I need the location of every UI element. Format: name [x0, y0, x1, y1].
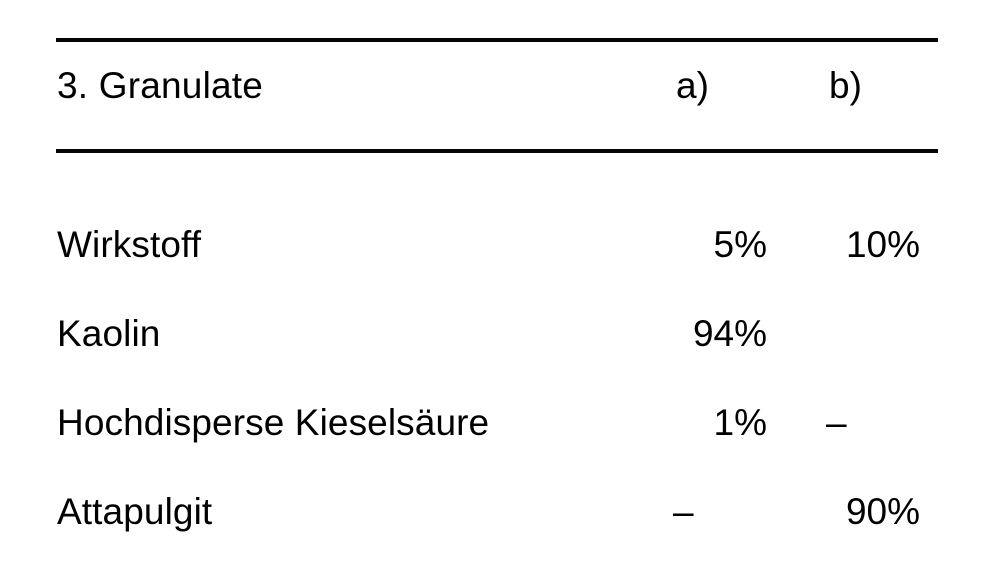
column-header-a: a) — [676, 65, 709, 106]
cell-b: – — [826, 402, 847, 443]
table-row: Kaolin 94% — [0, 311, 997, 361]
row-label: Attapulgit — [57, 491, 213, 532]
row-label: Kaolin — [57, 313, 161, 354]
table-header-row: 3. Granulate a) b) — [0, 63, 997, 118]
table-top-rule — [56, 38, 938, 42]
cell-a: 94% — [692, 313, 767, 354]
table-row: Wirkstoff 5% 10% — [0, 222, 997, 272]
cell-b: 90% — [845, 491, 920, 532]
table-row: Hochdisperse Kieselsäure 1% – — [0, 400, 997, 450]
column-header-b: b) — [829, 65, 862, 106]
cell-a: 1% — [713, 402, 767, 443]
row-label: Hochdisperse Kieselsäure — [57, 402, 490, 443]
table-row: Attapulgit – 90% — [0, 489, 997, 539]
table-header-rule — [56, 149, 938, 153]
cell-b: 10% — [845, 224, 920, 265]
cell-a: – — [673, 491, 694, 532]
table-title: 3. Granulate — [57, 65, 264, 106]
row-label: Wirkstoff — [57, 224, 202, 265]
cell-a: 5% — [713, 224, 767, 265]
